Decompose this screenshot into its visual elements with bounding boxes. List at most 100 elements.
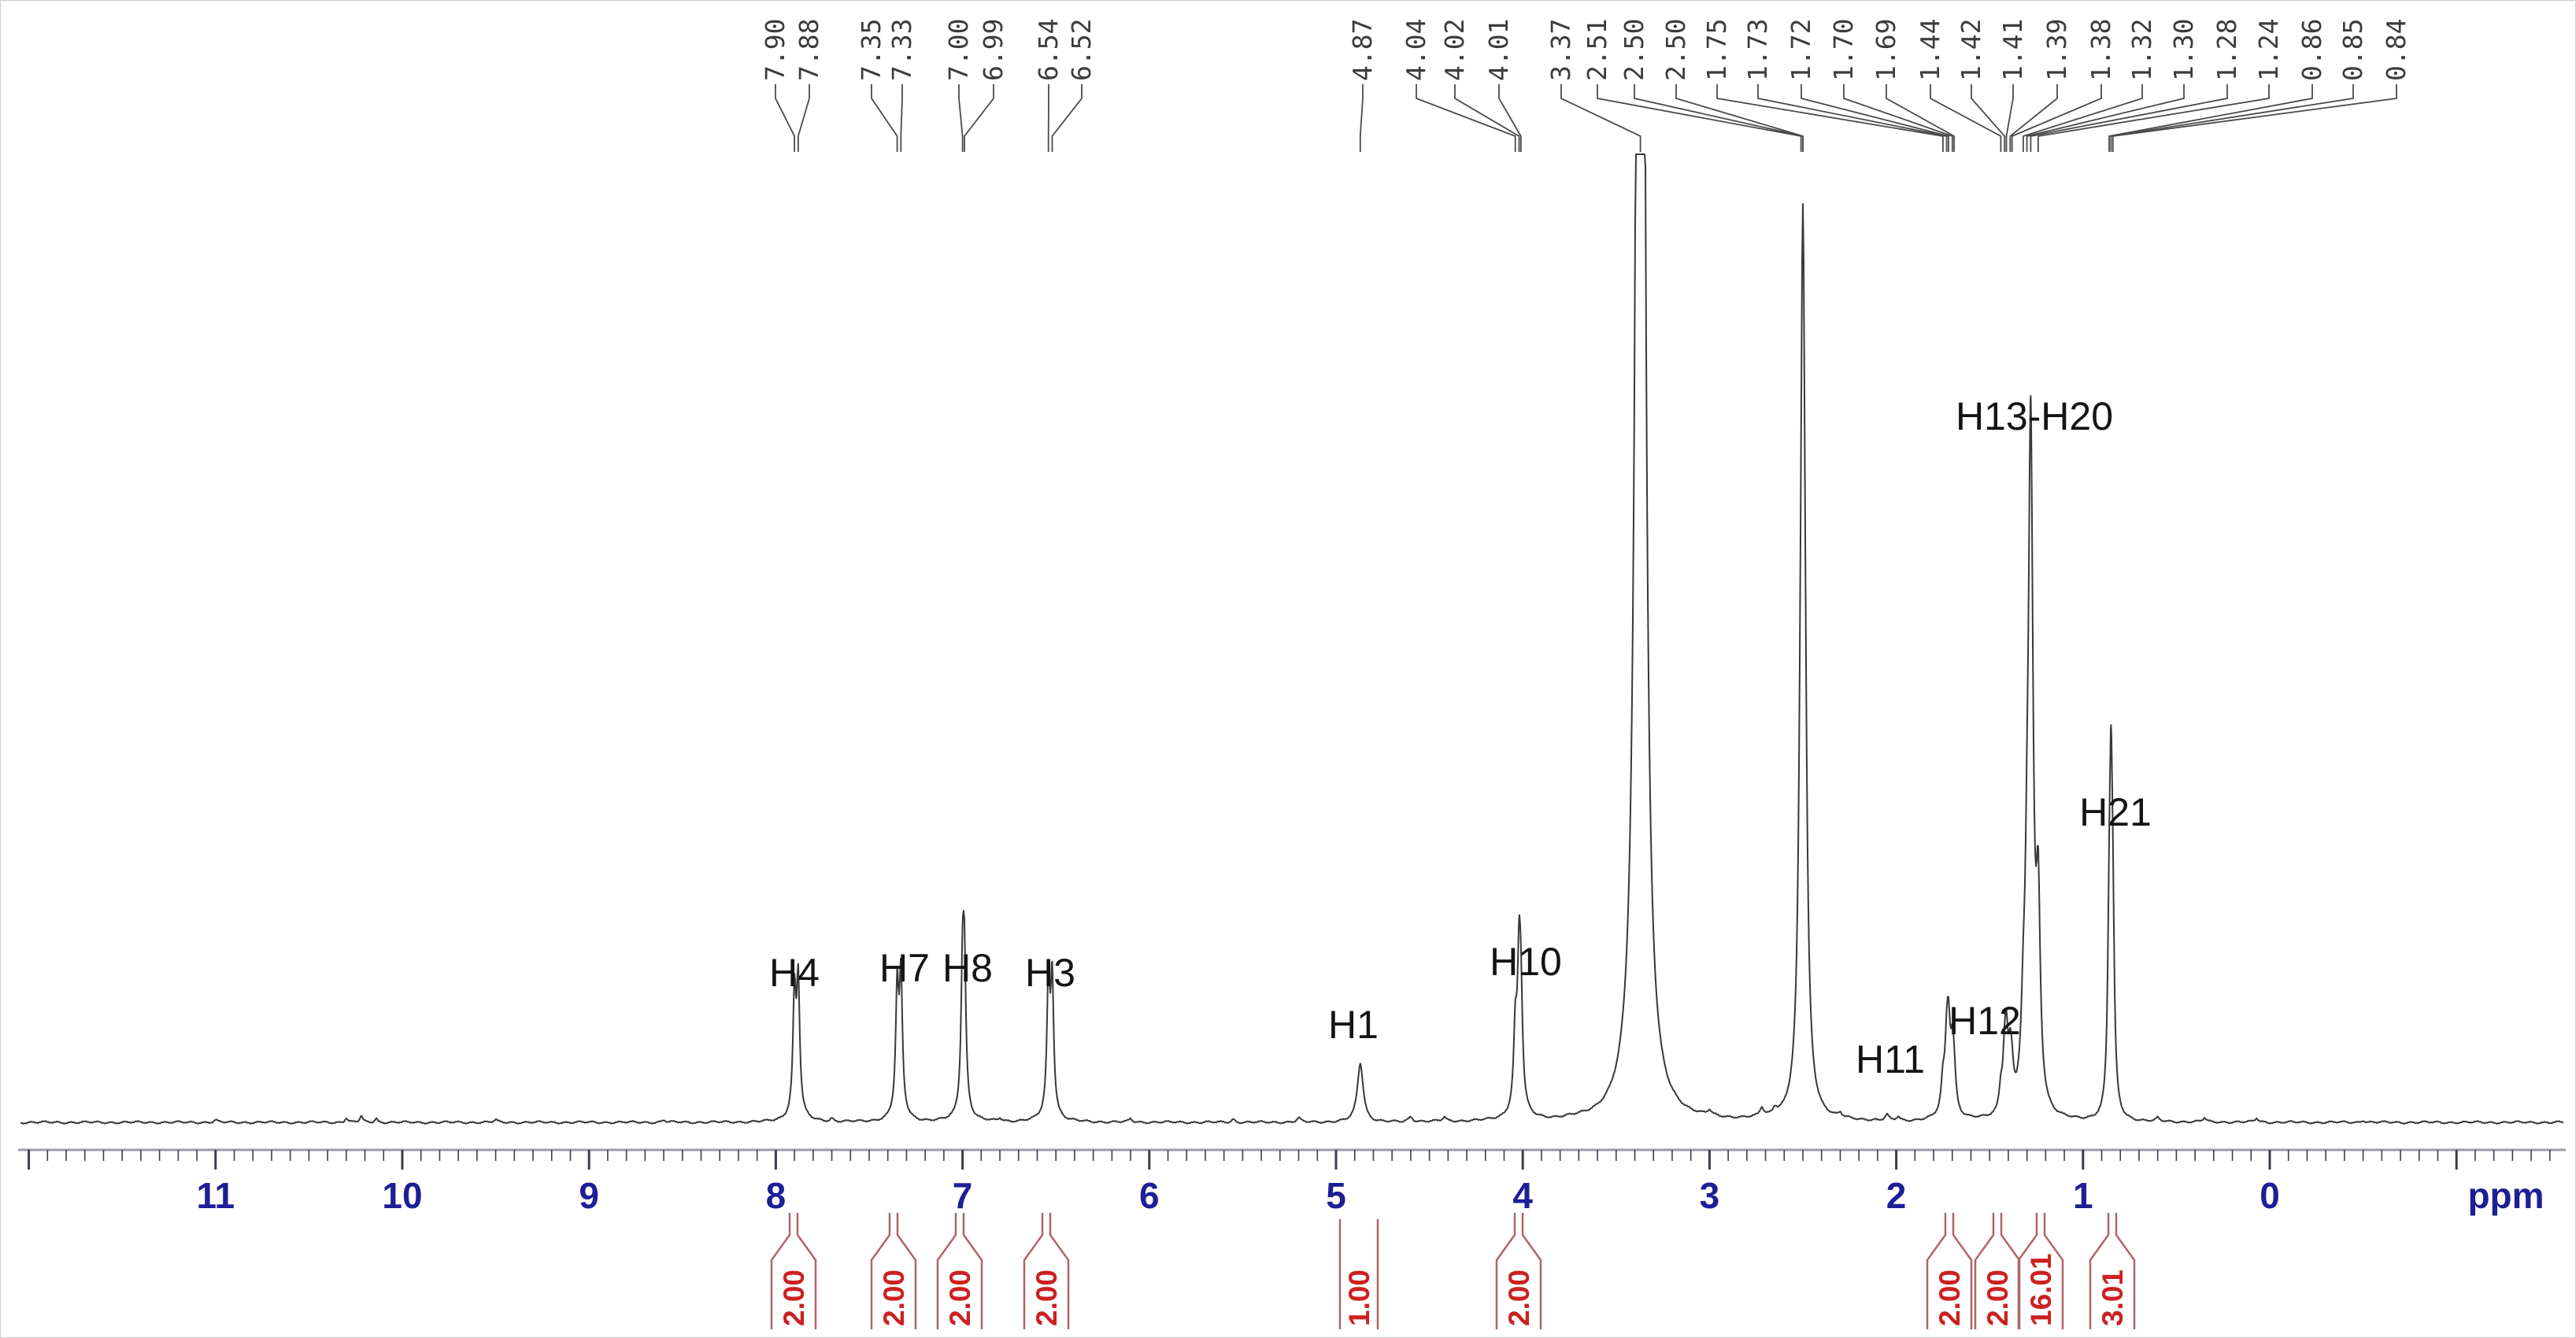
peak-pick-leader-line (2005, 84, 2014, 152)
integral-value: 2.00 (778, 1270, 810, 1326)
peak-pick-leader-line (1757, 84, 1948, 152)
integral-bracket-left (770, 1213, 791, 1329)
peak-pick-leader-line (2112, 84, 2397, 152)
peak-pick-leader-line (1843, 84, 1953, 152)
peak-pick-label: 1.75 (1701, 19, 1732, 81)
axis-tick-label: 4 (1512, 1175, 1533, 1216)
peak-pick-label: 1.28 (2211, 19, 2242, 81)
axis-tick-label: 2 (1886, 1175, 1907, 1216)
axis-unit-label: ppm (2467, 1175, 2544, 1216)
peak-pick-labels: 7.90 7.88 7.35 7.33 7.00 6.99 6.54 6.52 4.87 4.04… (760, 19, 2411, 81)
peak-pick-label: 0.86 (2297, 19, 2327, 81)
integral-bracket-left (1023, 1213, 1044, 1329)
peak-pick-leader-line (1416, 84, 1516, 152)
assignment-label: H4 (769, 951, 820, 995)
peak-pick-label: 7.33 (886, 19, 917, 81)
assignment-label: H7 (879, 946, 930, 990)
integral-value: 2.00 (1934, 1270, 1966, 1326)
peak-pick-leader-line (1971, 84, 2006, 152)
peak-pick-label: 1.69 (1871, 19, 1901, 81)
assignment-label: H13-H20 (1956, 394, 2113, 438)
assignment-labels: H4 H7 H8 H3 H1 H10 H11 H12 H13-H20 H21 (769, 394, 2152, 1081)
axis-tick-label: 1 (2073, 1175, 2093, 1216)
integral-bracket-left (2089, 1213, 2110, 1329)
peak-pick-label: 7.35 (856, 19, 886, 81)
peak-pick-label: 1.70 (1828, 19, 1859, 81)
peak-pick-leader-line (775, 84, 795, 152)
integral-bracket-left (1926, 1213, 1947, 1329)
peak-pick-label: 1.38 (2086, 19, 2116, 81)
integral-bracket-right (1521, 1213, 1542, 1329)
assignment-label: H8 (942, 946, 993, 990)
peak-pick-label: 2.50 (1619, 19, 1649, 81)
axis-tick-label: 11 (196, 1175, 235, 1216)
peak-pick-leader-line (1454, 84, 1520, 152)
peak-pick-leader-line (964, 84, 994, 152)
peak-pick-leader-line (1634, 84, 1804, 152)
peak-pick-label: 2.50 (1660, 19, 1691, 81)
integral-value: 16.01 (2025, 1253, 2057, 1326)
integral-value: 2.00 (944, 1270, 976, 1326)
peak-pick-label: 7.90 (760, 19, 790, 81)
integral-bracket-right (896, 1213, 917, 1329)
integral-value: 2.00 (878, 1270, 910, 1326)
peak-pick-leader-line (1359, 84, 1364, 152)
peak-pick-leader-line (2026, 84, 2185, 152)
assignment-label: H21 (2079, 790, 2152, 834)
peak-pick-leader-line (2030, 84, 2228, 152)
peak-pick-label: 6.54 (1033, 19, 1064, 81)
peak-pick-leader-line (1801, 84, 1949, 152)
peak-pick-label: 1.39 (2041, 19, 2072, 81)
axis-tick-label: 0 (2260, 1175, 2280, 1216)
peak-pick-label: 0.84 (2381, 19, 2411, 81)
peak-pick-leader-line (1716, 84, 1944, 152)
integral-bracket-right (796, 1213, 817, 1329)
axis-tick-label: 5 (1326, 1175, 1346, 1216)
peak-pick-label: 1.41 (1997, 19, 2028, 81)
peak-pick-leader-line (2037, 84, 2270, 152)
assignment-label: H12 (1949, 999, 2021, 1043)
integral-bracket-right (1049, 1213, 1070, 1329)
assignment-label: H3 (1025, 951, 1075, 995)
peak-pick-label: 1.24 (2253, 19, 2284, 81)
peak-pick-leader-line (1498, 84, 1522, 152)
peak-pick-leader-line (798, 84, 810, 152)
axis-tick-label: 7 (953, 1175, 973, 1216)
axis-tick-label: 10 (382, 1175, 422, 1216)
assignment-label: H11 (1856, 1037, 1925, 1081)
integral-bracket-right (1952, 1213, 1973, 1329)
peak-pick-leader-line (2108, 84, 2313, 152)
axis-tick-label: 8 (766, 1175, 786, 1216)
peak-pick-label: 1.42 (1956, 19, 1986, 81)
peak-pick-label: 0.85 (2337, 19, 2368, 81)
peak-pick-label: 7.00 (943, 19, 974, 81)
peak-pick-label: 6.99 (978, 19, 1009, 81)
axis-tick-label: 3 (1700, 1175, 1720, 1216)
peak-pick-leader-line (2009, 84, 2058, 152)
peak-pick-label: 4.01 (1483, 19, 1514, 81)
peak-pick-label: 4.87 (1347, 19, 1378, 81)
peak-pick-label: 4.04 (1401, 19, 1431, 81)
x-axis: 11 10 9 8 7 6 5 4 3 2 1 0 (18, 1148, 2566, 1216)
integral-bracket-left (1495, 1213, 1516, 1329)
spectrum-trace (20, 153, 2564, 1125)
integral-bracket-left (936, 1213, 957, 1329)
assignment-label: H10 (1490, 940, 1562, 984)
peak-pick-label: 1.32 (2126, 19, 2157, 81)
integral-value: 2.00 (1982, 1270, 2014, 1326)
peak-pick-leader-line (1560, 84, 1641, 152)
integral-value: 2.00 (1503, 1270, 1535, 1326)
integral-bracket-right (2115, 1213, 2136, 1329)
peak-pick-leader-lines (775, 84, 2397, 152)
integral-value: 2.00 (1031, 1270, 1063, 1326)
peak-pick-leader-line (1886, 84, 1955, 152)
peak-pick-label: 7.88 (794, 19, 824, 81)
peak-pick-leader-line (2011, 84, 2102, 152)
peak-pick-label: 4.02 (1439, 19, 1470, 81)
spectrum-trace-group (20, 153, 2564, 1125)
peak-pick-leader-line (1930, 84, 2002, 152)
integral-bracket-right (2043, 1213, 2064, 1329)
peak-pick-label: 1.73 (1742, 19, 1773, 81)
